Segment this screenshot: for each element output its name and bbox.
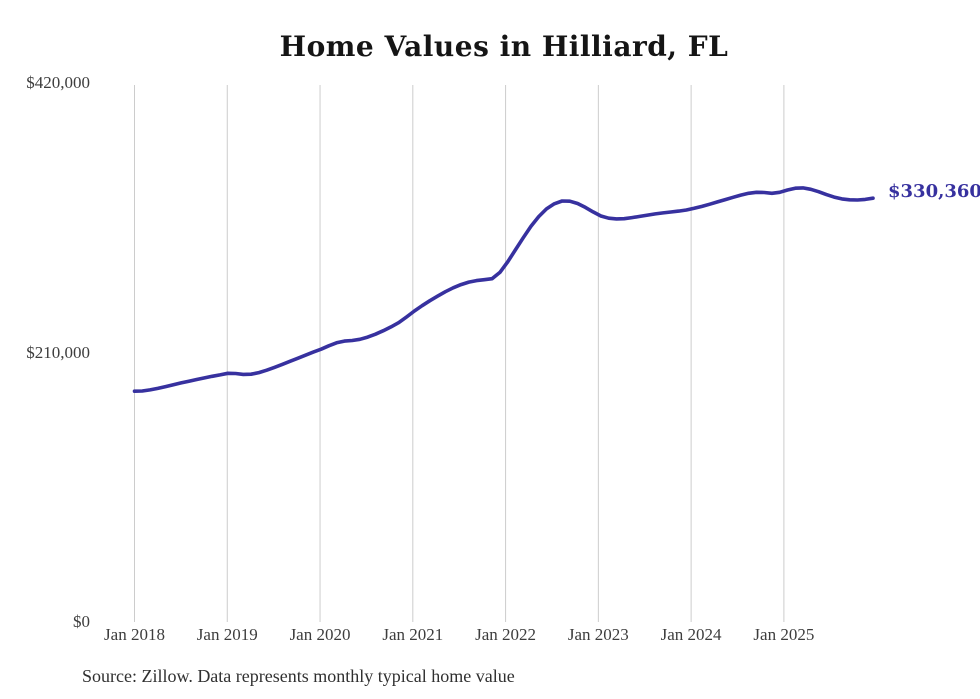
y-tick-label: $0 — [73, 611, 90, 631]
x-tick-label: Jan 2020 — [289, 625, 351, 644]
x-tick-label: Jan 2023 — [567, 625, 629, 644]
x-tick-label: Jan 2018 — [104, 625, 165, 644]
x-tick-label: Jan 2021 — [382, 625, 444, 644]
value-line — [132, 186, 875, 393]
x-tick-label: Jan 2024 — [660, 625, 722, 644]
latest-value-label: $330,360 — [888, 181, 980, 203]
y-tick-label: $420,000 — [26, 73, 90, 93]
x-tick-label: Jan 2022 — [475, 625, 537, 644]
y-tick-label: $210,000 — [26, 342, 90, 362]
chart-title: Home Values in Hilliard, FL — [279, 30, 729, 63]
source-note: Source: Zillow. Data represents monthly … — [82, 666, 515, 686]
x-tick-label: Jan 2025 — [753, 625, 815, 644]
x-tick-label: Jan 2019 — [196, 625, 258, 644]
